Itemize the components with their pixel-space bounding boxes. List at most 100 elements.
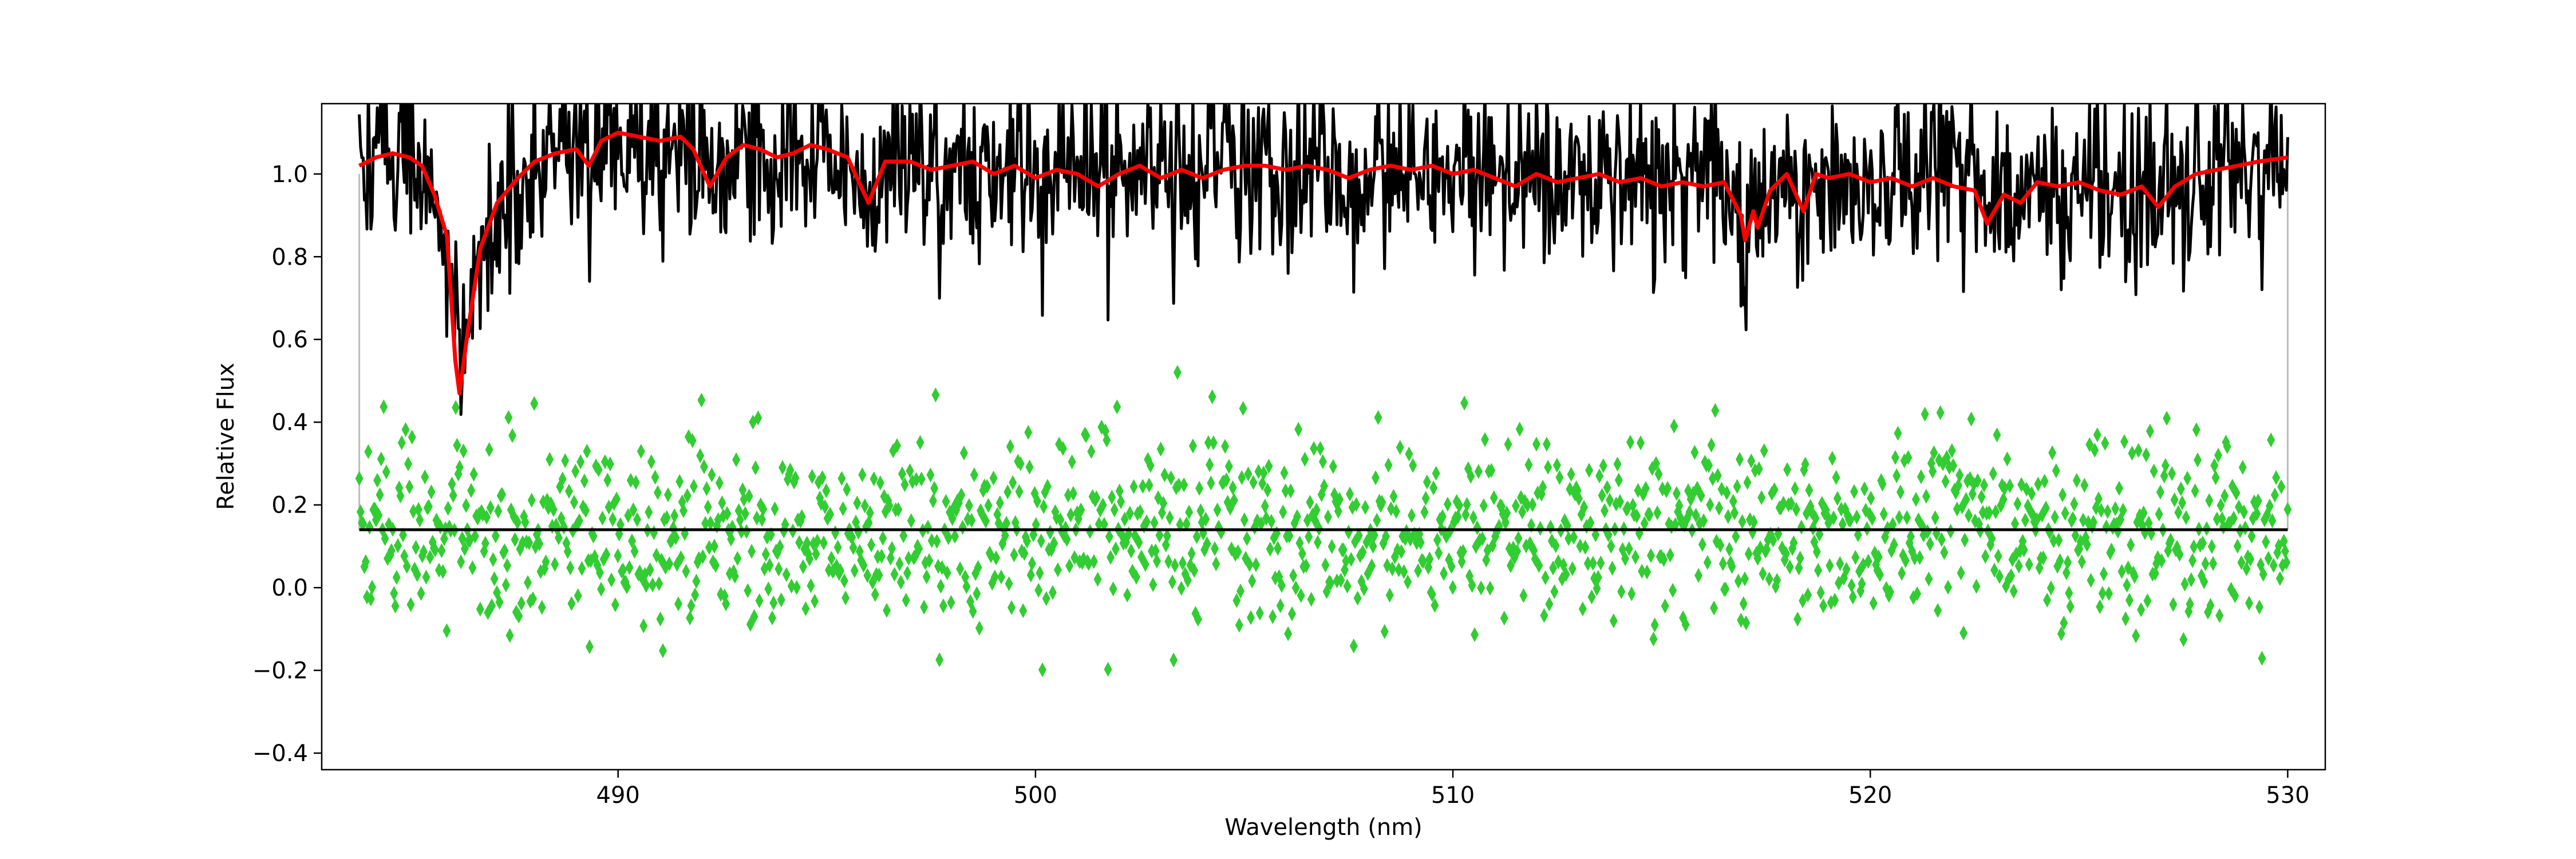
residual-point bbox=[2242, 561, 2251, 577]
residual-point bbox=[927, 533, 936, 549]
residual-point bbox=[1570, 530, 1578, 545]
residual-point bbox=[374, 507, 383, 523]
residual-point bbox=[675, 474, 684, 489]
residual-point bbox=[400, 548, 409, 564]
residual-point bbox=[1936, 405, 1945, 420]
residual-point bbox=[679, 503, 688, 518]
residual-point bbox=[1149, 577, 1157, 592]
residual-point bbox=[1524, 457, 1533, 472]
residual-point bbox=[656, 611, 665, 626]
residual-point bbox=[1416, 535, 1425, 550]
residual-point bbox=[583, 444, 591, 459]
residual-point bbox=[440, 531, 448, 546]
residual-point bbox=[1048, 585, 1057, 600]
residual-point bbox=[1575, 491, 1583, 506]
residual-point bbox=[419, 544, 428, 559]
residual-point bbox=[1277, 578, 1286, 593]
residual-point bbox=[1519, 588, 1528, 604]
residual-point bbox=[876, 475, 884, 491]
residual-point bbox=[933, 534, 941, 549]
residual-point bbox=[1578, 601, 1587, 617]
residual-point bbox=[416, 512, 424, 527]
residual-point bbox=[1146, 458, 1155, 473]
residual-point bbox=[424, 499, 433, 514]
residual-point bbox=[1995, 569, 2004, 584]
residual-point bbox=[1346, 486, 1354, 502]
residual-point bbox=[2239, 504, 2248, 519]
residual-point bbox=[1542, 436, 1551, 452]
residual-point bbox=[758, 511, 767, 527]
residual-point bbox=[1785, 559, 1794, 575]
residual-point bbox=[1904, 450, 1913, 465]
residual-point bbox=[732, 452, 741, 467]
residual-point bbox=[791, 470, 800, 486]
residual-point bbox=[875, 568, 883, 583]
residual-point bbox=[2069, 511, 2077, 526]
residual-point bbox=[878, 549, 886, 564]
residual-point bbox=[1585, 463, 1594, 478]
residual-point bbox=[524, 575, 532, 590]
residual-point bbox=[1593, 581, 1601, 596]
residual-point bbox=[1008, 600, 1016, 616]
residual-point bbox=[870, 471, 878, 487]
residual-point bbox=[602, 547, 611, 562]
residual-point bbox=[956, 561, 965, 577]
residual-point bbox=[1804, 587, 1812, 602]
residual-point bbox=[2028, 486, 2036, 502]
residual-point bbox=[837, 471, 846, 486]
residual-point bbox=[692, 574, 701, 589]
residual-point bbox=[1329, 459, 1337, 474]
residual-point bbox=[1280, 465, 1289, 480]
residual-point bbox=[2223, 439, 2231, 455]
residual-point bbox=[2270, 487, 2279, 503]
residual-point bbox=[1438, 509, 1447, 525]
residual-point bbox=[1906, 529, 1915, 544]
residual-point bbox=[2062, 565, 2071, 581]
residual-point bbox=[1038, 662, 1046, 677]
residual-point bbox=[356, 504, 365, 519]
residual-point bbox=[742, 524, 751, 539]
residual-point bbox=[1581, 539, 1590, 555]
residual-point bbox=[1397, 544, 1405, 559]
residual-point bbox=[1514, 530, 1523, 546]
residual-point bbox=[1254, 464, 1263, 479]
y-axis: −0.4 −0.2 0.0 0.2 0.4 0.6 0.8 1.0 bbox=[252, 161, 322, 767]
residual-point bbox=[658, 643, 667, 659]
residual-point bbox=[1291, 580, 1300, 596]
residual-point bbox=[1108, 490, 1116, 505]
residual-point bbox=[1396, 440, 1404, 455]
residual-point bbox=[1799, 593, 1807, 609]
residual-point bbox=[1858, 576, 1866, 592]
residual-point bbox=[1730, 505, 1739, 521]
residual-point bbox=[746, 617, 754, 632]
residual-point bbox=[647, 454, 655, 470]
residual-point bbox=[702, 481, 711, 497]
residual-point bbox=[2007, 568, 2016, 584]
residual-point bbox=[1848, 589, 1857, 605]
residual-point bbox=[2199, 535, 2207, 551]
residual-point bbox=[1597, 555, 1605, 571]
residual-point bbox=[431, 542, 440, 558]
residual-point bbox=[603, 472, 612, 488]
residual-point bbox=[866, 505, 874, 521]
residual-point bbox=[1944, 580, 1953, 595]
residual-point bbox=[1042, 591, 1050, 606]
residual-point bbox=[1354, 528, 1363, 543]
residual-point bbox=[1614, 472, 1623, 488]
residual-point bbox=[2070, 497, 2079, 512]
residual-point bbox=[1791, 481, 1799, 497]
residual-point bbox=[994, 515, 1003, 531]
residual-point bbox=[1285, 528, 1294, 543]
residual-point bbox=[402, 558, 411, 574]
residual-point bbox=[1322, 584, 1331, 600]
residual-point bbox=[1891, 450, 1899, 465]
residual-point bbox=[1539, 479, 1547, 495]
residual-point bbox=[2034, 476, 2042, 492]
residual-point bbox=[639, 618, 648, 633]
residual-point bbox=[1211, 541, 1219, 557]
residual-point bbox=[1407, 508, 1416, 523]
residual-point bbox=[589, 529, 598, 544]
residual-point bbox=[1500, 610, 1508, 626]
residual-point bbox=[1705, 458, 1713, 473]
residual-point bbox=[2013, 496, 2022, 511]
